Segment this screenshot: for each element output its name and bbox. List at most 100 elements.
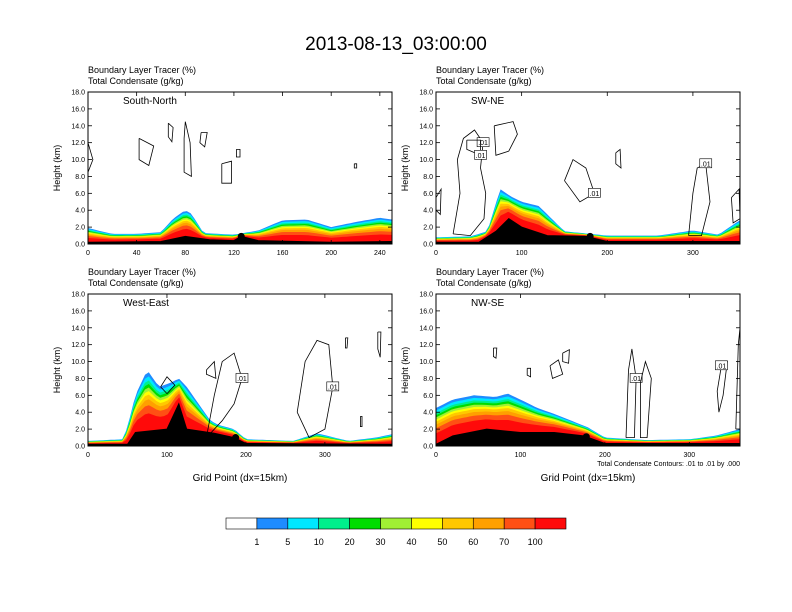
y-tick-label: 18.0 <box>419 292 433 299</box>
panel-label: SW-NE <box>471 96 504 107</box>
plot-frame <box>435 293 741 447</box>
contour-label-box <box>476 137 490 147</box>
panel-label: NW-SE <box>471 298 504 309</box>
y-tick-label: 2.0 <box>423 225 433 232</box>
x-tick-label: 100 <box>515 452 527 459</box>
panel-south-north: Boundary Layer Tracer (%)Total Condensat… <box>52 65 393 257</box>
x-tick-label: 200 <box>599 452 611 459</box>
condensate-contour <box>493 347 498 359</box>
contour-label-box <box>326 381 340 392</box>
legend-label: 5 <box>285 537 290 547</box>
condensate-contour <box>160 376 176 395</box>
condensate-contour <box>731 188 740 224</box>
color-legend: 1 5 10 20 30 40 50 60 70 100 <box>225 517 567 547</box>
legend-swatch <box>256 517 289 530</box>
terrain <box>88 235 392 244</box>
condensate-contour <box>167 122 174 143</box>
x-tick-label: 300 <box>683 452 695 459</box>
y-tick-label: 10.0 <box>419 359 433 366</box>
subtitle-condensate: Total Condensate (g/kg) <box>436 76 532 86</box>
y-tick-label: 8.0 <box>423 376 433 383</box>
location-marker <box>586 232 594 240</box>
legend-swatch <box>442 517 474 530</box>
y-tick-label: 16.0 <box>71 106 85 113</box>
y-tick-label: 12.0 <box>71 342 85 349</box>
y-tick-label: 14.0 <box>71 123 85 130</box>
condensate-contour <box>688 163 711 236</box>
y-tick-label: 4.0 <box>75 410 85 417</box>
subtitle-tracer: Boundary Layer Tracer (%) <box>436 65 544 75</box>
contour-label-box <box>715 360 728 371</box>
contour-label: .01 <box>237 376 247 383</box>
subtitle-condensate: Total Condensate (g/kg) <box>88 76 184 86</box>
y-tick-label: 6.0 <box>423 393 433 400</box>
condensate-contour <box>236 149 241 158</box>
y-tick-label: 12.0 <box>419 342 433 349</box>
y-tick-label: 16.0 <box>419 308 433 315</box>
x-tick-label: 160 <box>277 250 289 257</box>
condensate-contour <box>640 360 652 438</box>
plot-area: .01 .01 <box>436 327 740 446</box>
y-axis-label: Height (km) <box>400 145 410 192</box>
subtitle-condensate: Total Condensate (g/kg) <box>436 278 532 288</box>
contour-label-box <box>588 188 601 198</box>
x-tick-label: 300 <box>319 452 331 459</box>
y-tick-label: 6.0 <box>75 393 85 400</box>
contour-label: .01 <box>476 153 486 160</box>
x-tick-label: 40 <box>133 250 141 257</box>
x-tick-label: 300 <box>687 250 699 257</box>
panel-west-east: Boundary Layer Tracer (%)Total Condensat… <box>52 267 393 484</box>
terrain <box>88 402 392 446</box>
panel-nw-se: Boundary Layer Tracer (%)Total Condensat… <box>400 267 741 484</box>
condensate-contour <box>221 160 232 184</box>
plot-frame <box>435 91 741 245</box>
condensate-contour <box>199 132 208 148</box>
y-axis-label: Height (km) <box>52 347 62 394</box>
contour-label: .01 <box>478 140 488 147</box>
condensate-contour <box>360 416 363 427</box>
y-tick-label: 16.0 <box>419 106 433 113</box>
condensate-contour <box>526 367 531 378</box>
legend-swatch <box>287 517 320 530</box>
panels: Boundary Layer Tracer (%)Total Condensat… <box>52 65 741 484</box>
x-tick-label: 100 <box>161 452 173 459</box>
legend-label: 60 <box>468 537 478 547</box>
legend-label: 70 <box>499 537 509 547</box>
legend-label: 20 <box>345 537 355 547</box>
y-tick-label: 14.0 <box>419 325 433 332</box>
y-tick-label: 16.0 <box>71 308 85 315</box>
contour-label: .01 <box>701 161 711 168</box>
legend-swatch <box>411 517 443 530</box>
y-tick-label: 8.0 <box>75 174 85 181</box>
condensate-contour <box>549 359 564 379</box>
y-tick-label: 0.0 <box>75 444 85 451</box>
subtitle-condensate: Total Condensate (g/kg) <box>88 278 184 288</box>
panel-label: South-North <box>123 96 177 107</box>
contour-label: .01 <box>328 384 338 391</box>
x-tick-label: 0 <box>86 452 90 459</box>
legend-swatch <box>534 517 567 530</box>
legend-swatch <box>472 517 505 530</box>
y-tick-label: 18.0 <box>71 292 85 299</box>
y-tick-label: 10.0 <box>71 157 85 164</box>
y-tick-label: 18.0 <box>419 90 433 97</box>
terrain <box>436 218 740 244</box>
x-axis-label: Grid Point (dx=15km) <box>541 473 636 484</box>
condensate-contour <box>183 121 192 178</box>
contour-label-box <box>629 373 643 383</box>
legend-label: 50 <box>437 537 447 547</box>
x-tick-label: 200 <box>240 452 252 459</box>
condensate-contour <box>296 339 334 439</box>
legend-label: 40 <box>406 537 416 547</box>
y-tick-label: 4.0 <box>423 208 433 215</box>
plot-frame <box>87 293 393 447</box>
x-tick-label: 240 <box>374 250 386 257</box>
y-tick-label: 4.0 <box>75 208 85 215</box>
condensate-contour <box>625 348 637 438</box>
legend-swatch <box>225 517 258 530</box>
plot-area <box>88 121 392 244</box>
location-marker <box>232 434 240 442</box>
x-tick-label: 0 <box>434 250 438 257</box>
condensate-contour <box>88 142 94 173</box>
plot-area: .01 .01 <box>88 331 392 446</box>
